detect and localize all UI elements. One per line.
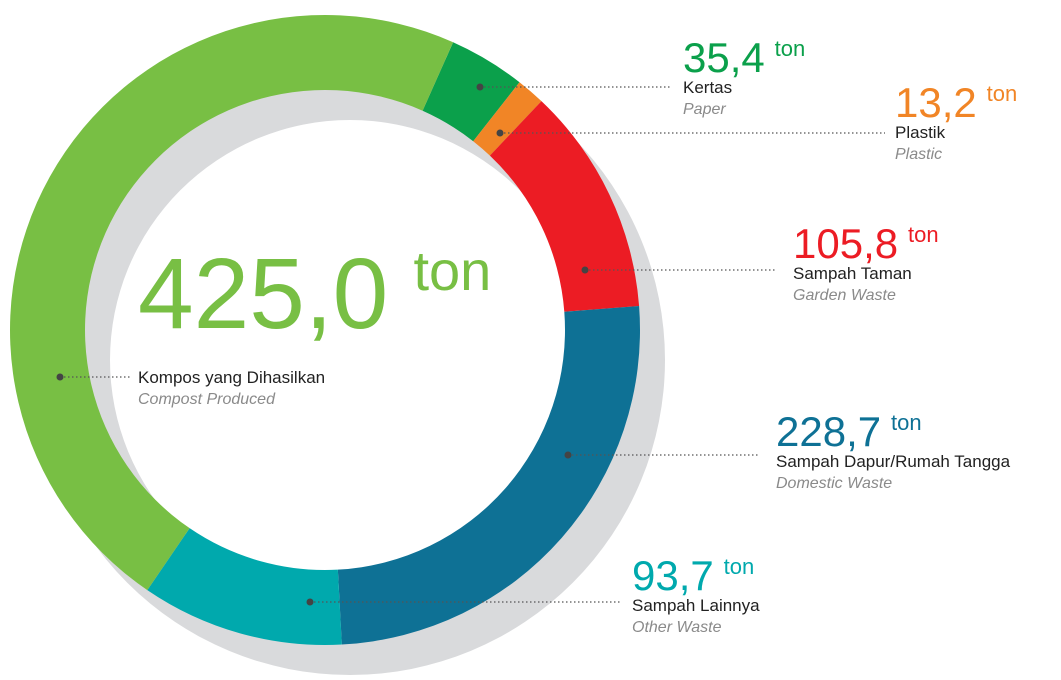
category-label: Kertas: [683, 78, 732, 97]
category-translation: Garden Waste: [793, 287, 896, 304]
donut-segment: [337, 306, 640, 645]
value-number: 228,7: [776, 408, 881, 455]
leader-dot: [496, 129, 504, 137]
donut-segment: [422, 42, 520, 142]
category-translation: Other Waste: [632, 619, 722, 636]
donut-segment: [147, 528, 342, 645]
value-label: 35,4 ton: [683, 34, 805, 81]
value-number: 93,7: [632, 552, 714, 599]
category-label: Sampah Dapur/Rumah Tangga: [776, 452, 1011, 471]
value-label: 228,7 ton: [776, 408, 922, 455]
leader-dot: [564, 451, 572, 459]
value-unit: ton: [987, 81, 1018, 106]
value-unit: ton: [775, 36, 806, 61]
value-number: 425,0: [138, 238, 388, 350]
donut-segment: [473, 82, 542, 156]
value-label: 13,2 ton: [895, 79, 1017, 126]
value-number: 105,8: [793, 220, 898, 267]
category-translation: Compost Produced: [138, 391, 276, 408]
leader-dot: [56, 373, 64, 381]
category-translation: Plastic: [895, 146, 942, 163]
leader-dot: [476, 83, 484, 91]
value-label: 425,0 ton: [138, 238, 491, 350]
category-translation: Domestic Waste: [776, 475, 892, 492]
value-unit: ton: [413, 239, 491, 302]
value-unit: ton: [908, 222, 939, 247]
category-label: Plastik: [895, 123, 946, 142]
value-label: 105,8 ton: [793, 220, 939, 267]
value-label: 93,7 ton: [632, 552, 754, 599]
category-label: Kompos yang Dihasilkan: [138, 368, 325, 387]
donut-segment: [10, 15, 454, 591]
category-translation: Paper: [683, 101, 726, 118]
value-unit: ton: [724, 554, 755, 579]
value-number: 13,2: [895, 79, 977, 126]
donut-segment: [489, 101, 640, 312]
value-unit: ton: [891, 410, 922, 435]
value-number: 35,4: [683, 34, 765, 81]
category-label: Sampah Lainnya: [632, 596, 760, 615]
category-label: Sampah Taman: [793, 264, 912, 283]
leader-dot: [306, 598, 314, 606]
leader-dot: [581, 266, 589, 274]
